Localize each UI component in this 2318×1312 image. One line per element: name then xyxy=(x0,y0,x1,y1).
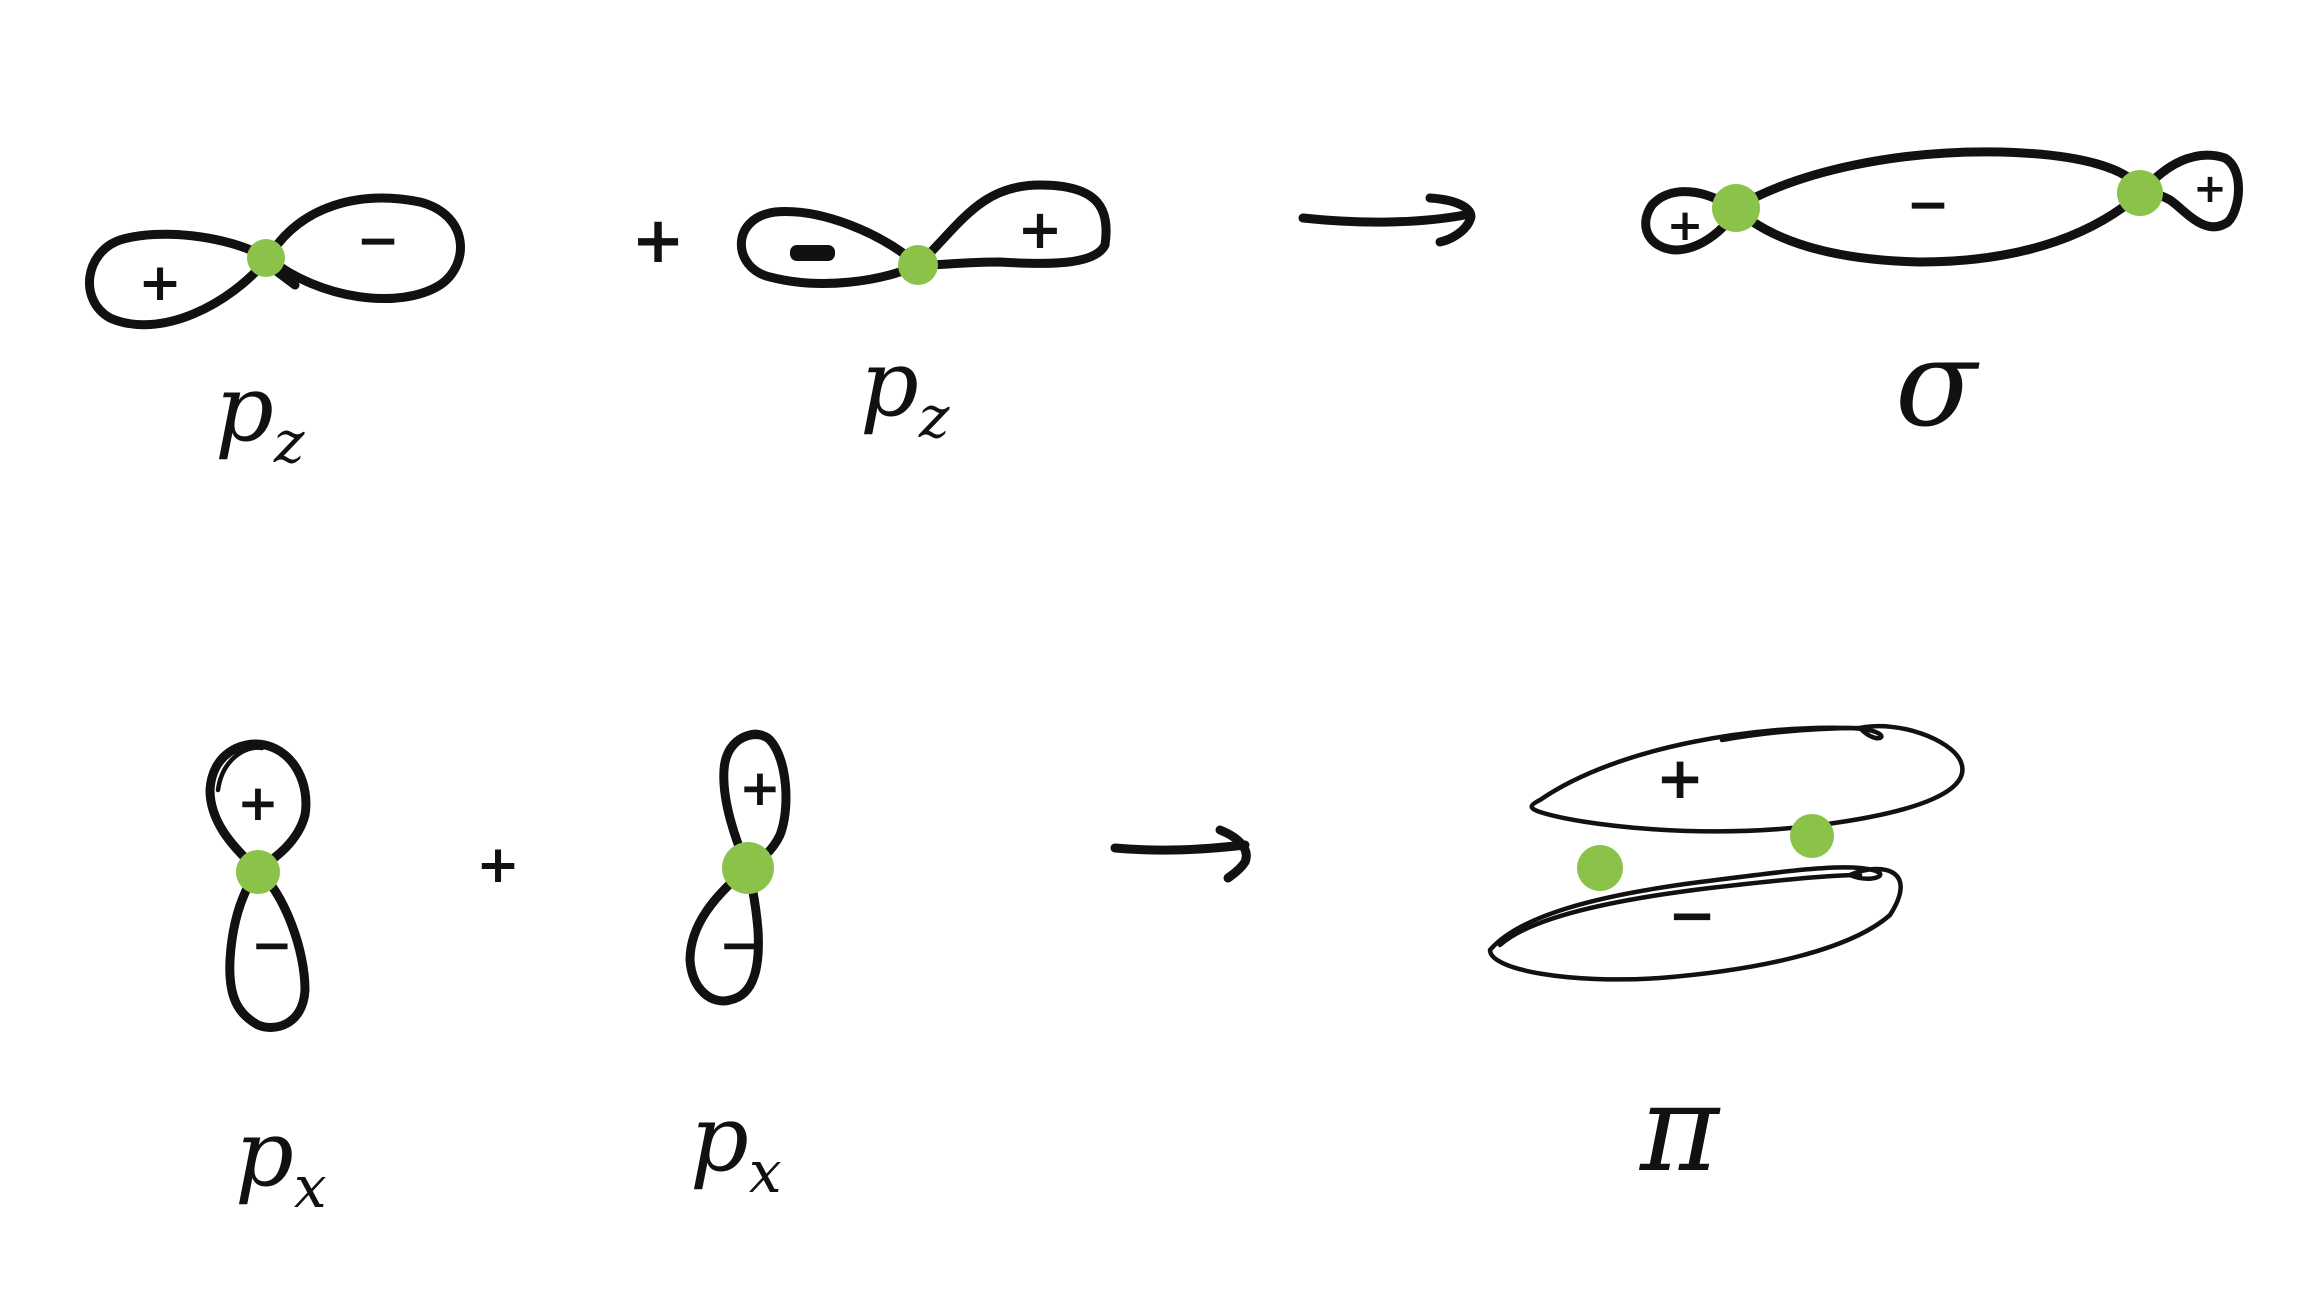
lobe-right xyxy=(263,193,465,304)
node-dot-right xyxy=(2117,170,2163,216)
orbital-label: px xyxy=(690,1085,782,1206)
sigma-label: σ xyxy=(1895,315,1980,454)
node-dot-left xyxy=(1712,184,1760,232)
pz-orbital-left: + − pz xyxy=(85,193,465,476)
upper-lobe-outline xyxy=(1719,725,1863,743)
orbital-label: pz xyxy=(215,355,305,476)
node-dot xyxy=(236,850,280,894)
sign-plus-left: + xyxy=(1667,200,1704,251)
small-lobe-left xyxy=(1641,187,1740,255)
sign-minus: − xyxy=(812,261,813,263)
lower-lobe-outline xyxy=(1497,872,1863,948)
node-dot xyxy=(247,239,285,277)
pz-orbital-right: − + pz xyxy=(736,180,1111,451)
reaction-arrow-row2 xyxy=(1110,825,1251,883)
sign-plus: + xyxy=(1017,198,1062,261)
px-orbital-right: + − px xyxy=(685,729,791,1206)
lobe-top-outline xyxy=(732,729,775,748)
plus-sign-row2: + xyxy=(476,835,520,895)
small-lobe-right xyxy=(2137,150,2243,232)
lobe-top xyxy=(205,739,311,875)
sign-plus: + xyxy=(237,774,279,832)
sign-minus: − xyxy=(719,916,761,974)
pi-label: π xyxy=(1638,1060,1721,1199)
node-dot-right xyxy=(1790,814,1834,858)
plus-sign-row1: + xyxy=(631,204,685,278)
minus-mark xyxy=(790,245,835,261)
sign-plus-right: + xyxy=(2193,166,2227,212)
reaction-arrow-row1 xyxy=(1298,193,1476,247)
px-orbital-left: + − px xyxy=(205,739,327,1221)
sign-plus: + xyxy=(138,253,182,313)
upper-lobe xyxy=(1529,723,1965,834)
sign-minus: − xyxy=(251,916,293,974)
lobe-top-outline xyxy=(215,745,265,793)
lobe-left xyxy=(736,207,923,288)
node-dot xyxy=(722,842,774,894)
node-dot-left xyxy=(1577,845,1623,891)
sign-minus: − xyxy=(1668,881,1717,949)
lobe-bottom xyxy=(685,863,763,1006)
node-dot xyxy=(898,245,938,285)
lobe-right xyxy=(913,180,1111,270)
orbital-label: px xyxy=(235,1100,327,1221)
sigma-bond-orbital: + − + σ xyxy=(1641,147,2243,454)
lobe-left xyxy=(85,229,273,330)
sign-plus: + xyxy=(1656,744,1705,812)
lobe-bottom xyxy=(225,865,310,1032)
orbital-label: pz xyxy=(860,330,950,451)
sign-plus: + xyxy=(739,759,781,817)
sign-minus: − xyxy=(356,211,400,271)
sign-minus-center: − xyxy=(1906,175,1950,235)
pi-bond-orbital: + − π xyxy=(1487,723,1965,1199)
